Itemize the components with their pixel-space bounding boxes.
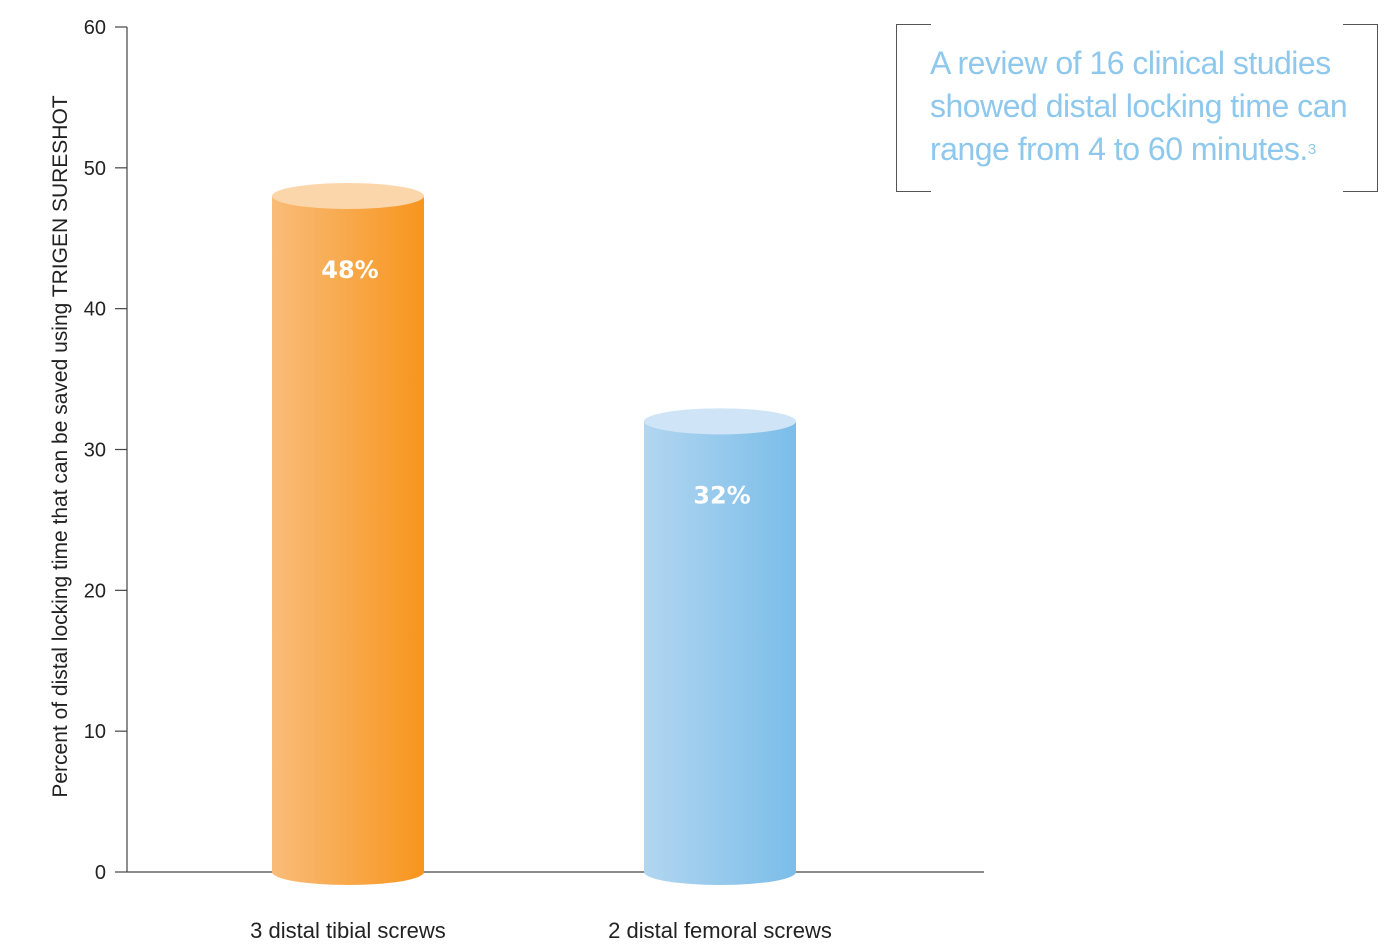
- bar-value-label: 48%: [321, 256, 378, 284]
- y-tick-label: 30: [84, 440, 106, 462]
- callout-box: A review of 16 clinical studies showed d…: [896, 24, 1378, 192]
- bar-top-cap: [644, 408, 796, 435]
- bar-value-label: 32%: [693, 481, 750, 509]
- y-tick-label: 10: [84, 721, 106, 743]
- bar-body: [644, 421, 796, 885]
- bar-top-cap: [272, 183, 424, 209]
- callout-body: A review of 16 clinical studies showed d…: [930, 45, 1348, 167]
- callout-footnote-ref: 3: [1307, 141, 1316, 158]
- x-category-label: 3 distal tibial screws: [250, 918, 446, 943]
- y-axis-title: Percent of distal locking time that can …: [49, 95, 72, 797]
- y-tick-label: 60: [84, 17, 106, 39]
- x-category-label: 2 distal femoral screws: [608, 918, 832, 943]
- y-tick-label: 40: [84, 299, 106, 321]
- callout-right-bracket: [1343, 24, 1378, 192]
- axes: 0 10 20 30 40 50 60 Percent of distal locking t…: [49, 17, 984, 884]
- y-tick-label: 0: [95, 862, 106, 884]
- y-tick-label: 20: [84, 580, 106, 602]
- callout-text: A review of 16 clinical studies showed d…: [930, 42, 1370, 171]
- callout-left-bracket: [896, 24, 931, 192]
- bars: [272, 183, 796, 885]
- y-tick-label: 50: [84, 158, 106, 180]
- bar-body: [272, 196, 424, 885]
- labels: 48% 3 distal tibial screws 32% 2 distal fem…: [250, 256, 832, 943]
